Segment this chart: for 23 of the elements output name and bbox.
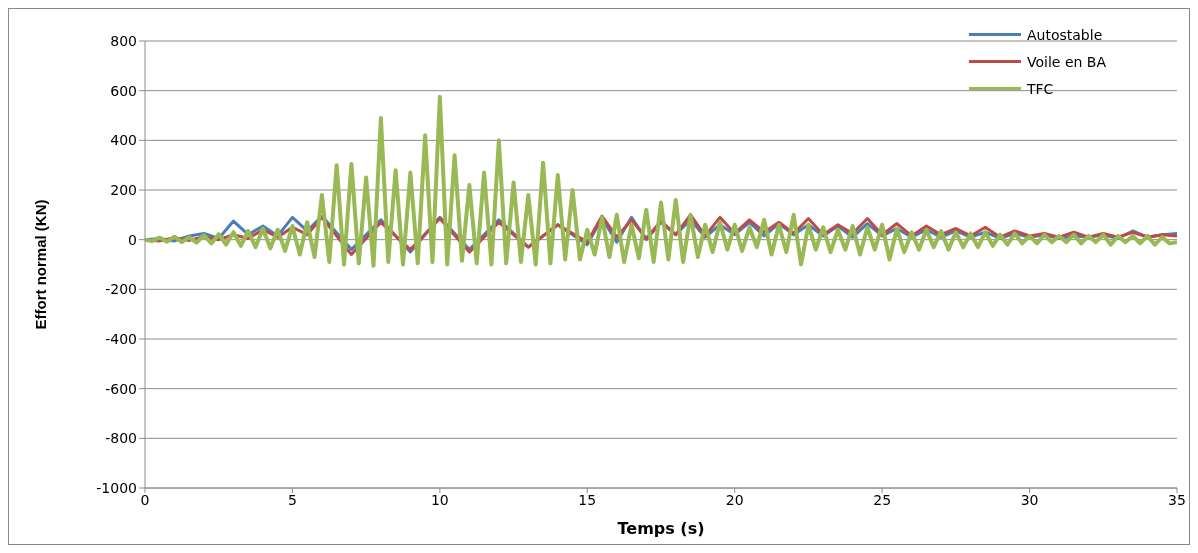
- x-tick-label: 10: [430, 491, 449, 508]
- y-tick-label: -800: [105, 430, 137, 447]
- legend-label: Voile en BA: [1027, 52, 1107, 72]
- y-axis-title: Effort normal (KN): [32, 199, 50, 330]
- x-tick-label: 30: [1020, 491, 1039, 508]
- y-tick-label: 600: [110, 82, 137, 99]
- y-tick-label: -400: [105, 330, 137, 347]
- y-tick-label: 400: [110, 132, 137, 149]
- x-tick-label: 15: [578, 491, 597, 508]
- y-tick-label: 200: [110, 181, 137, 198]
- x-tick-label: 25: [873, 491, 892, 508]
- y-tick-label: -200: [105, 281, 137, 298]
- y-tick-label: -1000: [96, 479, 137, 496]
- x-tick-label: 20: [725, 491, 744, 508]
- y-tick-label: 0: [128, 231, 137, 248]
- y-tick-label: 800: [110, 32, 137, 49]
- x-axis-title: Temps (s): [617, 519, 705, 538]
- legend-label: Autostable: [1027, 25, 1103, 45]
- y-tick-label: -600: [105, 380, 137, 397]
- x-tick-label: 0: [140, 491, 150, 508]
- x-tick-label: 5: [287, 491, 297, 508]
- x-tick-label: 35: [1168, 491, 1186, 508]
- legend-label: TFC: [1027, 79, 1054, 99]
